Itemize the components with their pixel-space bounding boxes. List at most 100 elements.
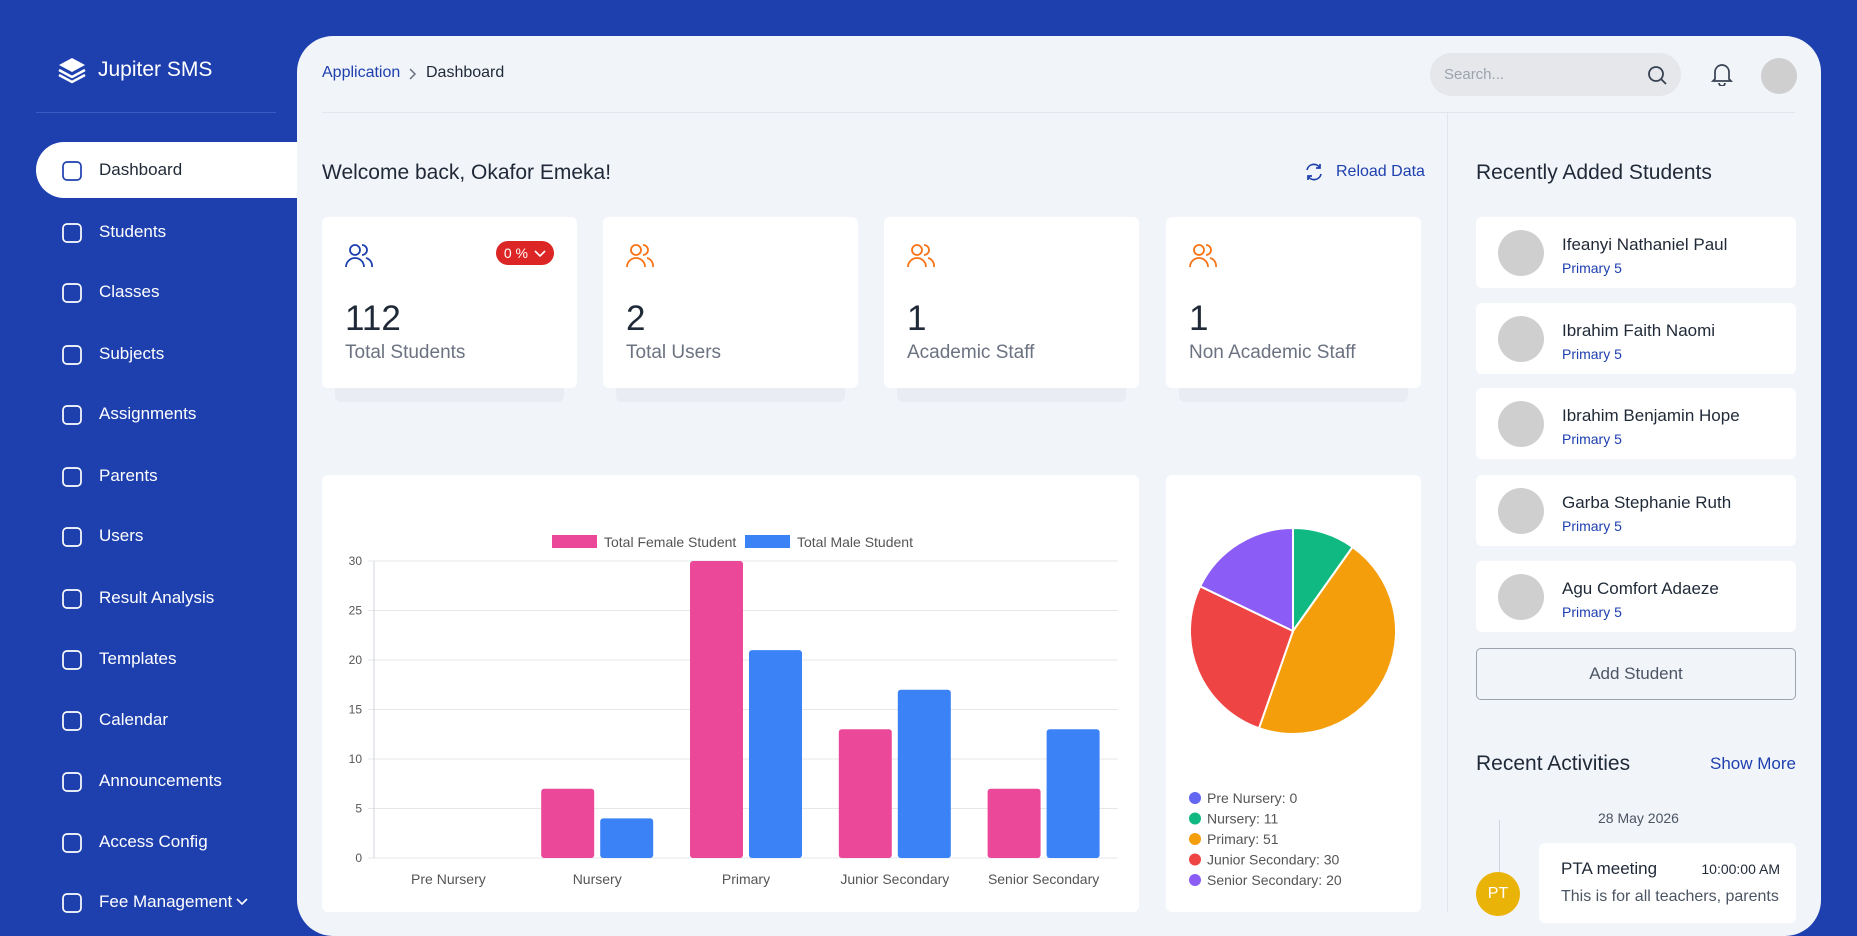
legend-value: 30 [1324,852,1340,868]
legend-label: Total Male Student [797,534,913,550]
student-avatar [1498,574,1544,620]
stat-card: 112 Total Students 0 % [322,217,577,388]
stat-icon [345,244,373,268]
student-class: Primary 5 [1562,431,1622,447]
pie-slice [1189,584,1295,730]
student-name: Agu Comfort Adaeze [1562,579,1719,598]
icon-shape [62,405,82,425]
legend-swatch [1189,853,1201,866]
timeline-line [1499,820,1500,912]
y-tick-label: 25 [349,604,363,618]
show-more-link[interactable]: Show More [1710,754,1796,773]
nav-label: Subjects [99,344,165,363]
stat-icon [1189,244,1217,268]
student-name: Ibrahim Faith Naomi [1562,321,1716,340]
nav-item[interactable]: Students [36,204,297,260]
breadcrumb-link[interactable]: Application [322,64,401,81]
activity-time: 10:00:00 AM [1701,861,1780,877]
stat-card: 1 Non Academic Staff [1166,217,1421,388]
x-tick-label: Primary [722,871,770,887]
icon-shape [62,467,82,487]
chevron [534,250,546,258]
nav-item[interactable]: Users [36,508,297,564]
breadcrumb-chevron [409,68,417,80]
nav-item[interactable]: Parents [36,448,297,504]
legend-label: Junior Secondary: 30 [1207,852,1340,868]
nav-item[interactable]: Access Config [36,814,297,870]
nav-label: Result Analysis [99,588,215,607]
y-tick-label: 5 [355,802,362,816]
pie-slice [1198,526,1294,633]
stat-value: 112 [345,299,401,338]
legend-value: 11 [1264,811,1279,827]
student-name: Ibrahim Benjamin Hope [1562,406,1740,425]
brand-name: Jupiter SMS [98,58,213,81]
nav-item[interactable]: Calendar [36,692,297,748]
stat-label: Academic Staff [907,342,1035,363]
stat-label: Total Students [345,342,466,363]
stat-label: Total Users [626,342,722,363]
student-card[interactable]: Ibrahim Benjamin Hope Primary 5 [1476,388,1796,459]
nav-icon [62,650,82,670]
stat-value: 1 [907,299,927,338]
student-card[interactable]: Garba Stephanie Ruth Primary 5 [1476,475,1796,546]
bar [749,650,802,858]
nav-item[interactable]: Templates [36,631,297,687]
search-box[interactable]: Search... [1430,53,1681,96]
add-student-button[interactable]: Add Student [1476,648,1796,700]
student-avatar [1498,230,1544,276]
y-tick-label: 0 [355,851,362,865]
nav-icon [62,223,82,243]
legend-category: Senior Secondary [1207,872,1318,888]
student-class: Primary 5 [1562,518,1622,534]
nav-item[interactable]: Announcements [36,753,297,809]
legend-category: Primary [1207,831,1255,847]
nav-item[interactable]: Result Analysis [36,570,297,626]
nav-icon [62,161,82,181]
welcome-text: Welcome back, Okafor Emeka! [322,161,612,184]
icon-shape [1189,244,1217,268]
icon-shape [62,283,82,303]
student-class: Primary 5 [1562,604,1622,620]
icon-shape [349,244,361,256]
activity-title: PTA meeting [1561,859,1658,878]
stat-icon [907,244,935,268]
icon-shape [345,244,373,268]
stat-value: 1 [1189,299,1209,338]
bar [987,788,1041,858]
avatar-circle [1498,574,1544,620]
legend-label: Nursery: 11 [1207,811,1279,827]
notification-bell[interactable] [1711,62,1733,86]
stat-badge: 0 % [495,241,554,265]
x-tick-label: Pre Nursery [411,871,486,887]
icon-shape [62,527,82,547]
section-title: Recent Activities [1476,752,1631,775]
student-card[interactable]: Ibrahim Faith Naomi Primary 5 [1476,303,1796,374]
bar [541,788,595,858]
legend-category: Pre Nursery [1207,790,1282,806]
bar [690,561,743,858]
bar [838,729,892,858]
nav-icon [62,772,82,792]
icon-shape [1193,244,1205,256]
icon-shape [62,772,82,792]
icon-shape [626,244,654,268]
legend-category: Nursery [1207,811,1256,827]
user-avatar[interactable] [1760,57,1798,95]
brand-logo [58,58,86,84]
chevron [236,898,248,906]
student-card[interactable]: Agu Comfort Adaeze Primary 5 [1476,561,1796,632]
avatar-circle [1498,401,1544,447]
nav-item[interactable]: Dashboard [36,142,297,198]
nav-item[interactable]: Subjects [36,326,297,382]
x-tick-label: Senior Secondary [988,871,1099,887]
nav-label: Announcements [99,771,222,790]
student-card[interactable]: Ifeanyi Nathaniel Paul Primary 5 [1476,217,1796,288]
icon-shape [911,244,923,256]
nav-item[interactable]: Classes [36,264,297,320]
legend-swatch [1189,792,1201,804]
y-tick-label: 10 [349,752,363,766]
reload-button[interactable]: Reload Data [1336,163,1425,180]
nav-chevron [236,898,248,906]
nav-item[interactable]: Assignments [36,386,297,442]
